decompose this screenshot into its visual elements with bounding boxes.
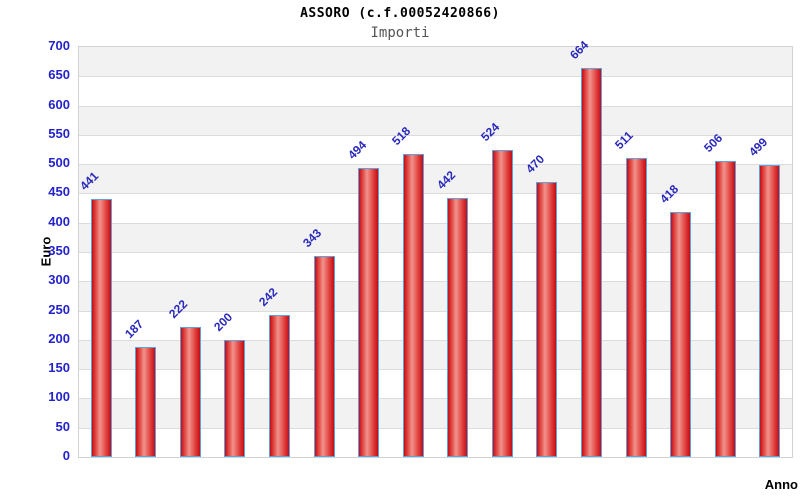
x-axis-title: Anno bbox=[764, 477, 798, 492]
y-tick-label: 650 bbox=[48, 67, 70, 83]
bar-2023 bbox=[714, 160, 736, 457]
bar-2020 bbox=[580, 68, 602, 457]
bar-2009 bbox=[135, 347, 157, 457]
bar-2022 bbox=[670, 212, 692, 457]
gridline bbox=[79, 281, 792, 283]
y-tick-label: 600 bbox=[48, 96, 70, 112]
chart-subtitle: Importi bbox=[370, 25, 430, 41]
bar-2015 bbox=[358, 167, 380, 457]
x-tick: 2023 bbox=[705, 462, 743, 500]
y-tick-label: 100 bbox=[48, 389, 70, 405]
bar-2018 bbox=[491, 150, 513, 457]
bar-2012 bbox=[224, 339, 246, 457]
bar-2024 bbox=[759, 164, 781, 457]
x-tick: 2012 bbox=[215, 462, 253, 500]
x-tick: 2009 bbox=[126, 462, 164, 500]
gridline bbox=[79, 105, 792, 107]
x-tick: 2018 bbox=[482, 462, 520, 500]
x-tick: 2014 bbox=[304, 462, 342, 500]
y-tick-label: 550 bbox=[48, 125, 70, 141]
y-tick-label: 0 bbox=[62, 448, 70, 463]
y-tick-label: 200 bbox=[48, 330, 70, 346]
bar-2016 bbox=[402, 153, 424, 457]
plot-band bbox=[79, 47, 792, 77]
x-tick: 2016 bbox=[393, 462, 431, 500]
x-tick: 2022 bbox=[661, 462, 699, 500]
gridline bbox=[79, 134, 792, 136]
y-tick-label: 400 bbox=[48, 213, 70, 229]
y-tick-label: 500 bbox=[48, 155, 70, 171]
x-tick: 2010 bbox=[170, 462, 208, 500]
gridline bbox=[79, 164, 792, 166]
plot-band bbox=[79, 76, 792, 106]
bar-2010 bbox=[179, 326, 201, 457]
y-tick-label: 250 bbox=[48, 301, 70, 317]
gridline bbox=[79, 369, 792, 371]
gridline bbox=[79, 76, 792, 78]
bar-2006 bbox=[90, 198, 112, 457]
gridline bbox=[79, 427, 792, 429]
gridline bbox=[79, 398, 792, 400]
plot-band bbox=[79, 134, 792, 165]
plot-band bbox=[79, 105, 792, 135]
y-tick-label: 700 bbox=[48, 38, 70, 53]
y-tick-label: 150 bbox=[48, 360, 70, 376]
plot-band bbox=[79, 164, 792, 194]
x-tick: 2021 bbox=[616, 462, 654, 500]
y-tick-label: 300 bbox=[48, 272, 70, 288]
y-tick-label: 50 bbox=[55, 418, 70, 434]
x-tick: 2006 bbox=[81, 462, 119, 500]
x-tick: 2017 bbox=[438, 462, 476, 500]
gridline bbox=[79, 339, 792, 341]
bar-2021 bbox=[625, 157, 647, 457]
bar-2014 bbox=[313, 256, 335, 457]
y-tick-label: 350 bbox=[48, 243, 70, 258]
gridline bbox=[79, 222, 792, 224]
x-tick: 2020 bbox=[571, 462, 609, 500]
chart-title: ASSORO (c.f.00052420866) bbox=[300, 6, 500, 21]
gridline bbox=[79, 252, 792, 253]
gridline bbox=[79, 193, 792, 195]
x-tick: 2015 bbox=[349, 462, 387, 500]
bar-2013 bbox=[269, 315, 291, 457]
x-tick: 2019 bbox=[527, 462, 565, 500]
bar-2017 bbox=[447, 198, 469, 457]
plot-area bbox=[78, 46, 793, 458]
y-tick-label: 450 bbox=[48, 184, 70, 200]
gridline bbox=[79, 310, 792, 312]
bar-2019 bbox=[536, 181, 558, 457]
x-tick: 2013 bbox=[260, 462, 298, 500]
